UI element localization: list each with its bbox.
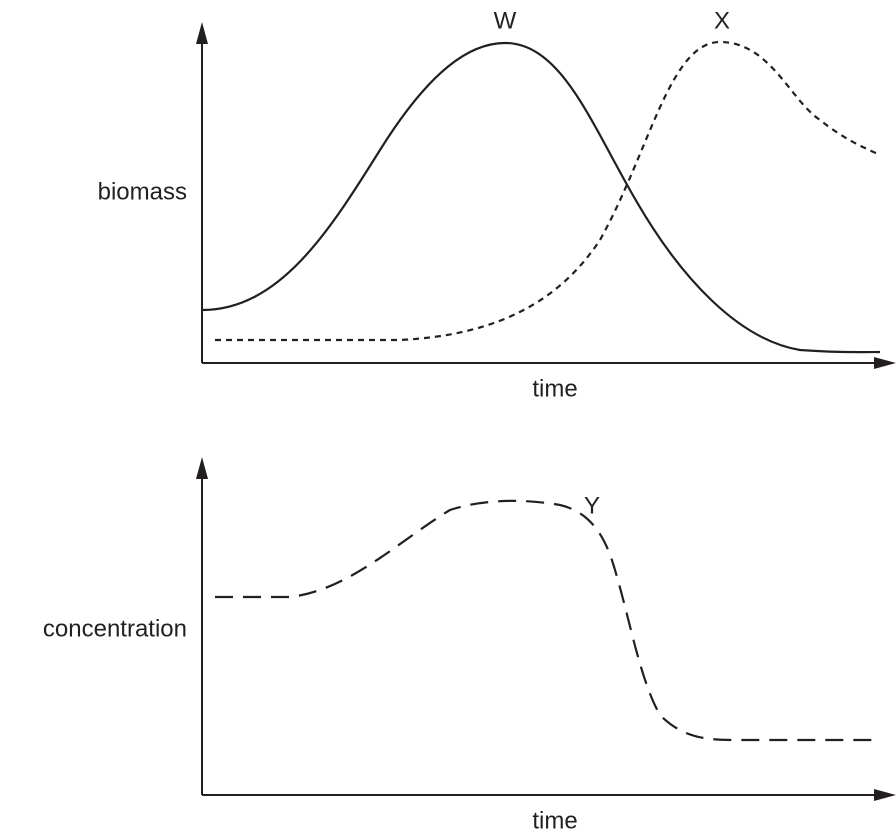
curve-label: Y [584, 492, 600, 519]
curve-w [201, 41, 881, 354]
y-arrow [196, 457, 208, 479]
x-label: time [532, 375, 577, 402]
y-label: biomass [98, 178, 187, 205]
curve-label: X [714, 7, 730, 34]
y-label: concentration [43, 615, 187, 642]
curve-y [215, 499, 880, 742]
bottom-panel: concentration time Y [43, 457, 896, 834]
y-arrow [196, 22, 208, 44]
x-arrow [874, 357, 896, 369]
x-arrow [874, 789, 896, 801]
x-label: time [532, 807, 577, 834]
top-panel: biomass time W X [98, 7, 896, 402]
curve-label: W [494, 7, 517, 34]
curve-x [215, 40, 881, 342]
